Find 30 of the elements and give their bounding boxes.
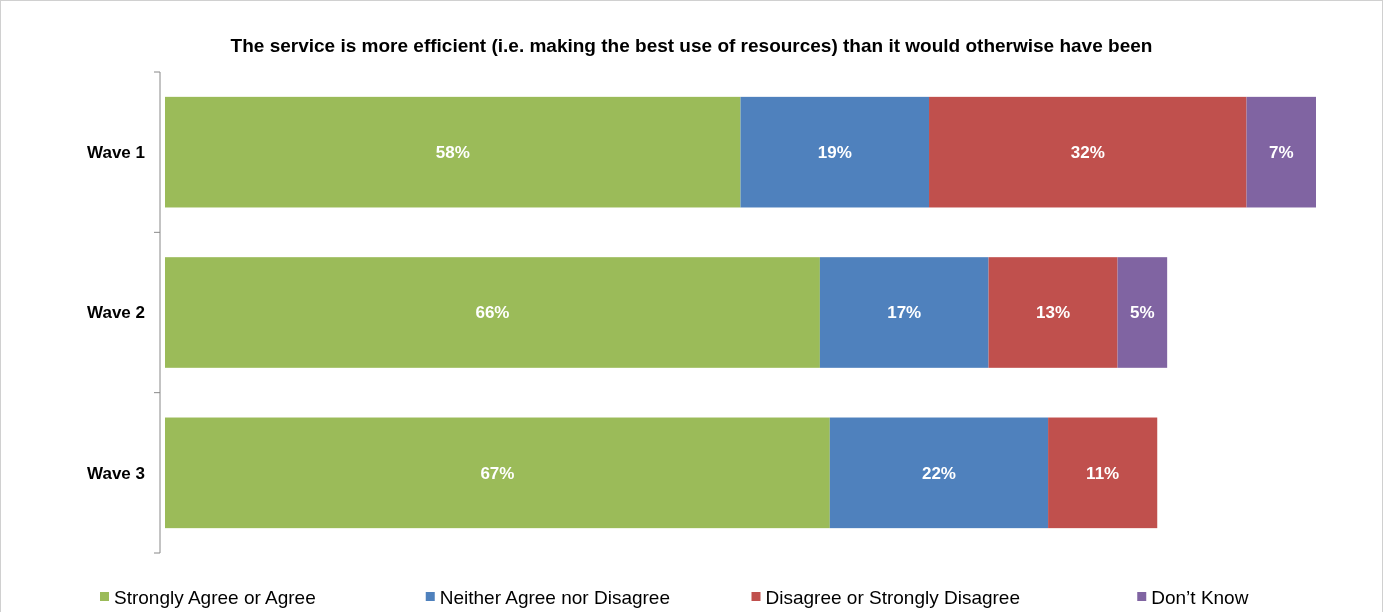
data-label: 66% (475, 303, 510, 323)
data-label: 7% (1268, 143, 1294, 163)
bar (1246, 96, 1316, 208)
data-label: 67% (480, 463, 515, 483)
data-label: 32% (1070, 143, 1105, 163)
data-label: 5% (1130, 303, 1155, 323)
data-label: 22% (921, 463, 956, 483)
y-tick-label: Wave 2 (87, 303, 145, 323)
legend-label: Disagree or Strongly Disagree (765, 586, 1021, 608)
data-label: 17% (887, 303, 922, 323)
y-tick-label: Wave 1 (87, 143, 145, 163)
data-label: 11% (1086, 463, 1120, 483)
legend-label: Don’t Know (1151, 586, 1249, 608)
bar (1117, 257, 1168, 368)
bar (819, 257, 989, 368)
bar (829, 417, 1049, 529)
bar (1048, 417, 1158, 529)
bar (165, 96, 741, 208)
bar (740, 96, 930, 208)
bar (165, 417, 830, 529)
legend-label: Neither Agree nor Disagree (439, 586, 670, 608)
legend-label: Strongly Agree or Agree (114, 586, 316, 608)
data-label: 19% (817, 143, 852, 163)
bar (988, 257, 1118, 368)
chart-title: The service is more efficient (i.e. making the best use of resources) than it would otherwise have been (230, 35, 1153, 56)
data-label: 13% (1036, 303, 1071, 323)
data-label: 58% (435, 143, 470, 163)
y-tick-label: Wave 3 (87, 463, 145, 483)
bar (165, 257, 820, 368)
bar (929, 96, 1247, 208)
